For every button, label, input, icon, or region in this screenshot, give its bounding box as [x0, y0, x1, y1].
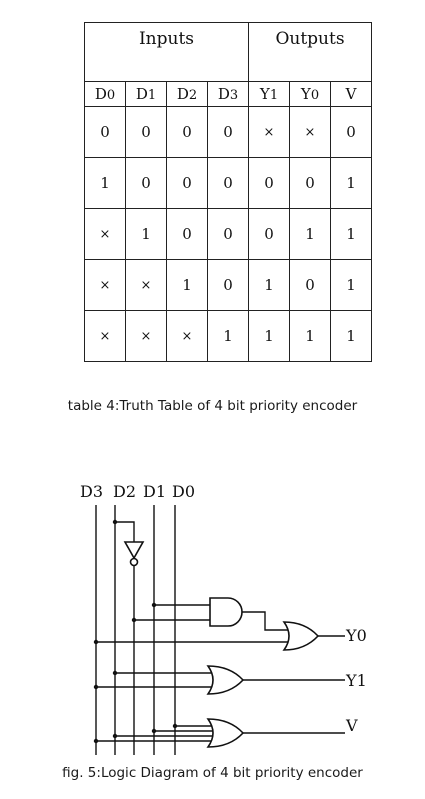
outputs-group-header: Outputs: [248, 22, 372, 82]
table-cell: ×: [289, 106, 331, 158]
column-header: Y0: [289, 81, 331, 107]
table-cell: 0: [207, 106, 249, 158]
table-cell: 1: [207, 310, 249, 362]
table-cell: ×: [125, 310, 167, 362]
column-header-subscript: 1: [269, 88, 279, 103]
column-header-subscript: 2: [188, 88, 198, 103]
column-header: D1: [125, 81, 167, 107]
table-cell: 0: [248, 208, 290, 260]
table-cell: 0: [207, 208, 249, 260]
column-header: D0: [84, 81, 126, 107]
table-cell: ×: [84, 259, 126, 311]
group-header-row: Inputs Outputs: [84, 22, 372, 82]
table-cell: 1: [289, 310, 331, 362]
table-cell: 0: [207, 259, 249, 311]
table-cell: 1: [330, 310, 372, 362]
table-cell: 1: [330, 157, 372, 209]
table-cell: 0: [248, 157, 290, 209]
column-header: V: [330, 81, 372, 107]
table-cell: 1: [248, 310, 290, 362]
or-gate-y0: [93, 621, 345, 651]
table-cell: 1: [248, 259, 290, 311]
table-cell: ×: [84, 310, 126, 362]
table-cell: 1: [84, 157, 126, 209]
table-row: × × × 1 1 1 1: [84, 310, 372, 362]
table-row: 0 0 0 0 × × 0: [84, 106, 372, 158]
column-header-subscript: 0: [106, 88, 116, 103]
table-cell: ×: [166, 310, 208, 362]
logic-diagram: D3 D2 D1 D0 Y0 Y1: [80, 482, 367, 755]
and-gate-y0: [131, 597, 290, 631]
table-cell: 0: [289, 259, 331, 311]
not-gate: [112, 519, 145, 755]
figure-caption: fig. 5:Logic Diagram of 4 bit priority e…: [62, 765, 363, 781]
column-header-subscript: 1: [147, 88, 157, 103]
table-cell: 1: [330, 208, 372, 260]
truth-table: Inputs Outputs D0 D1 D2 D3 Y1 Y0 V 0 0 0 0 × × 0 1 0 0 0…: [84, 22, 372, 362]
input-label-d0: D0: [172, 482, 195, 501]
column-header-base: D: [94, 85, 107, 103]
or-gate-y1: [93, 665, 345, 695]
column-header-base: Y: [300, 85, 311, 103]
column-header-subscript: 3: [229, 88, 239, 103]
table-cell: 1: [330, 259, 372, 311]
column-header-base: D: [135, 85, 148, 103]
column-header: D3: [207, 81, 249, 107]
table-cell: 0: [330, 106, 372, 158]
table-cell: 0: [166, 208, 208, 260]
inputs-group-header: Inputs: [84, 22, 249, 82]
table-cell: 0: [289, 157, 331, 209]
input-label-d2: D2: [113, 482, 136, 501]
table-cell: 0: [125, 106, 167, 158]
input-label-d3: D3: [80, 482, 103, 501]
table-cell: 0: [166, 106, 208, 158]
column-header-base: D: [176, 85, 189, 103]
table-cell: 1: [289, 208, 331, 260]
table-cell: 0: [207, 157, 249, 209]
input-label-d1: D1: [143, 482, 166, 501]
output-label-v: V: [345, 716, 358, 735]
table-row: × × 1 0 1 0 1: [84, 259, 372, 311]
table-cell: 0: [84, 106, 126, 158]
table-row: × 1 0 0 0 1 1: [84, 208, 372, 260]
column-header-base: Y: [259, 85, 270, 103]
table-cell: 1: [166, 259, 208, 311]
or-gate-v: [93, 718, 345, 748]
truth-table-body: 0 0 0 0 × × 0 1 0 0 0 0 0 1 × 1 0 0 0 1 1 × × 1 0 1 0 1 × × × 1 1 1 1: [84, 106, 372, 362]
column-header: D2: [166, 81, 208, 107]
table-cell: ×: [125, 259, 167, 311]
table-cell: ×: [248, 106, 290, 158]
output-label-y0: Y0: [345, 626, 367, 645]
column-header-base: D: [217, 85, 230, 103]
table-caption: table 4:Truth Table of 4 bit priority en…: [67, 398, 358, 414]
column-header-base: V: [345, 85, 357, 103]
column-header: Y1: [248, 81, 290, 107]
table-cell: 0: [125, 157, 167, 209]
table-cell: ×: [84, 208, 126, 260]
column-header-row: D0 D1 D2 D3 Y1 Y0 V: [84, 81, 372, 107]
table-cell: 0: [166, 157, 208, 209]
column-header-subscript: 0: [310, 88, 320, 103]
table-cell: 1: [125, 208, 167, 260]
output-label-y1: Y1: [345, 671, 367, 690]
